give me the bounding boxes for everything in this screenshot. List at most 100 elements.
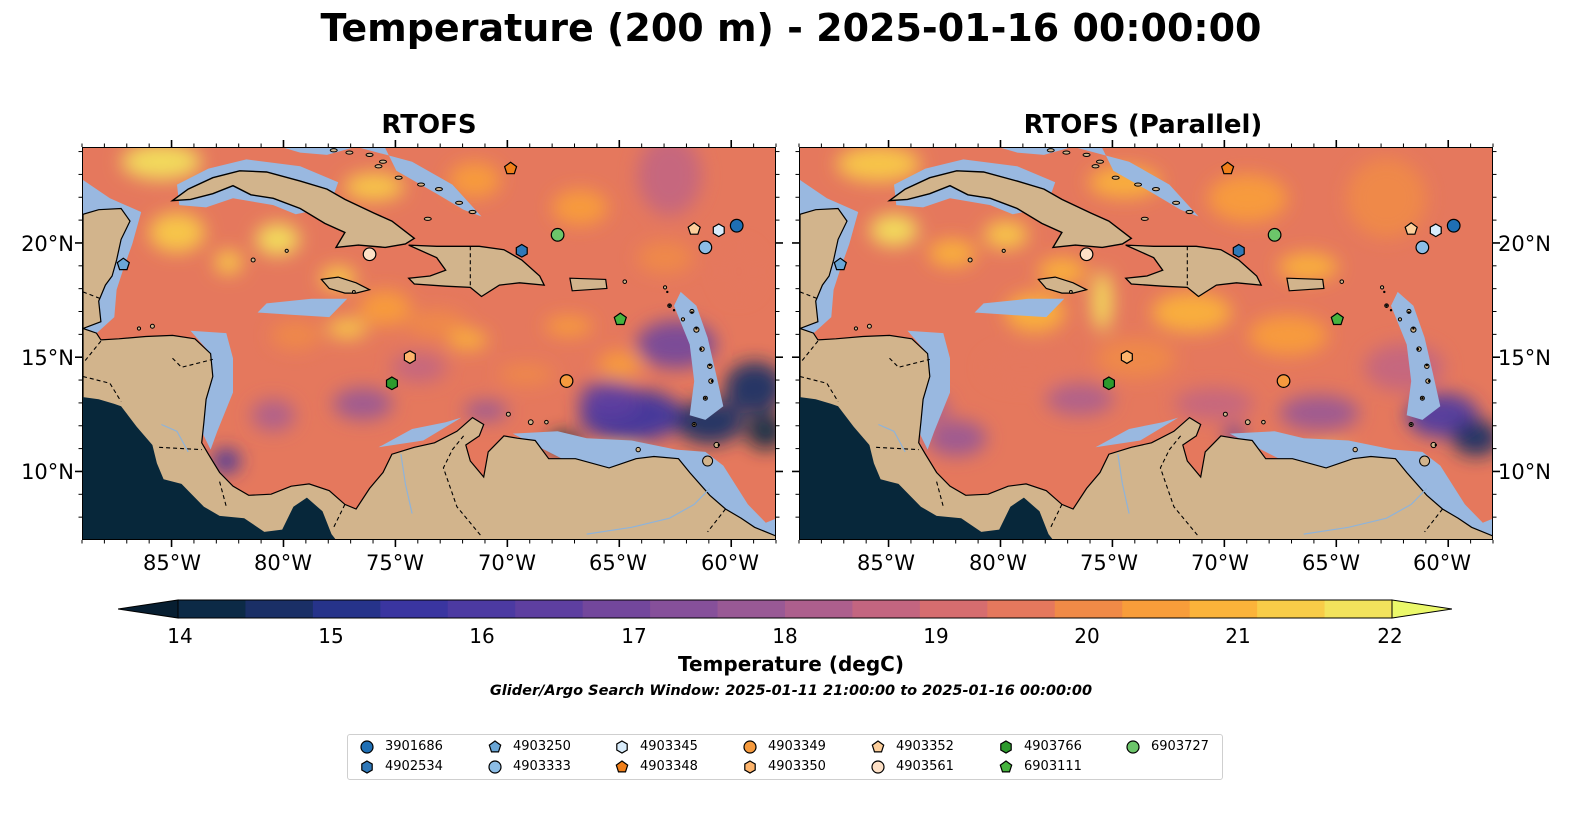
temperature-anomaly [1045,383,1114,416]
colorbar-segment [1122,600,1191,618]
lat-tick-label-10n: 10°N [21,460,74,484]
float-marker-4903348 [1220,161,1235,175]
small-island [505,411,511,417]
island-dot [692,423,696,426]
colorbar-extend-high [1391,599,1453,619]
colorbar-tick-15: 15 [318,624,344,648]
colorbar-segment [1054,600,1123,618]
lon-tick-label-70w-right: 70°W [1191,551,1249,575]
legend-marker-6903727 [1126,740,1140,754]
land-jamaica [1037,276,1089,294]
temperature-anomaly [1207,174,1288,223]
legend-marker-shape [999,760,1013,773]
shallow-water-5 [284,148,482,217]
legend-marker-shape [616,740,628,754]
colorbar-label: Temperature (degC) [678,652,904,676]
river [1117,454,1130,514]
island-dot [668,304,671,307]
temperature-anomaly [359,289,412,326]
float-marker-4903250 [116,257,131,271]
float-marker-4903349 [559,374,574,388]
small-island [1244,419,1251,426]
temperature-anomaly [251,399,296,432]
temperature-anomaly [1095,338,1176,379]
bahamas-island [468,209,477,215]
country-border [159,446,202,451]
temperature-anomaly [212,449,241,474]
temperature-anomaly [745,413,775,450]
pacific-ocean [83,397,336,539]
lat-tick-label-20n: 20°N [21,232,74,256]
legend: 3901686 4902534 4903250 4903333 4903345 … [347,734,1223,780]
bahamas-island [374,164,383,169]
river [161,423,189,453]
small-island [1397,317,1403,322]
country-border [936,481,944,507]
island-dot [1427,379,1431,383]
figure-title: Temperature (200 m) - 2025-01-16 00:00:0… [320,6,1262,50]
float-marker-4903352 [1404,222,1418,235]
lon-tick-label-70w: 70°W [478,551,536,575]
country-border [219,481,227,507]
temperature-anomaly [983,220,1028,249]
colorbar-segment [785,600,853,618]
float-marker-6903727 [1267,227,1282,242]
float-marker-3901686 [729,218,744,233]
float-marker-4903349 [1276,374,1291,388]
temperature-anomaly [1174,387,1255,420]
temperature-anomaly [332,387,393,420]
small-island [1068,290,1073,294]
colorbar-segment [919,600,988,618]
colorbar-segment [717,600,786,618]
colorbar-segment [447,600,516,618]
colorbar-tick-19: 19 [923,624,949,648]
small-island [967,257,973,263]
shallow-water-3 [257,298,348,318]
lon-tick-label-75w-right: 75°W [1080,551,1138,575]
small-island [1261,419,1266,425]
temperature-anomaly [448,329,489,350]
map-panel-rtofs [82,147,776,540]
colorbar-segment [515,600,584,618]
colorbar-tick-21: 21 [1225,624,1251,648]
river [586,487,711,535]
colorbar-segment [245,600,314,618]
island-dot [710,379,714,383]
panel-title-rtofs-parallel: RTOFS (Parallel) [1023,110,1263,140]
colorbar [117,598,1453,620]
temperature-anomaly [214,250,243,275]
temperature-anomaly [598,351,643,380]
float-marker-4903348 [503,161,518,175]
lat-tick-label-15n: 15°N [21,346,74,370]
land-yucatan [83,207,131,330]
lon-tick-label-80w: 80°W [254,551,312,575]
bahamas-island [455,200,464,205]
legend-marker-4903350 [744,760,756,774]
small-island [1419,455,1431,467]
bahamas-island [434,187,443,192]
temperature-anomaly [1278,252,1339,281]
small-island [622,279,628,284]
bahamas-island [1091,164,1100,169]
legend-marker-6903111 [999,760,1013,773]
legend-marker-shape [488,740,502,753]
bahamas-island [1140,216,1149,221]
legend-marker-shape [488,760,502,774]
lon-tick-label-60w: 60°W [701,551,759,575]
search-window-text: Glider/Argo Search Window: 2025-01-11 21… [489,683,1093,699]
pacific-ocean [800,397,1053,539]
temperature-anomaly [983,349,1064,386]
legend-marker-4903352 [871,740,885,753]
float-marker-3901686 [1446,218,1461,233]
legend-marker-4903561 [871,760,885,774]
bahamas-island [417,182,426,187]
country-border [707,508,726,533]
land-central-south-america [83,327,775,539]
temperature-anomaly [544,316,593,337]
small-island [149,323,155,329]
country-border [876,446,919,451]
temperature-anomaly [390,352,447,383]
colorbar-outline [177,599,1393,619]
legend-marker-shape [361,760,373,774]
temperature-anomaly [344,172,405,201]
